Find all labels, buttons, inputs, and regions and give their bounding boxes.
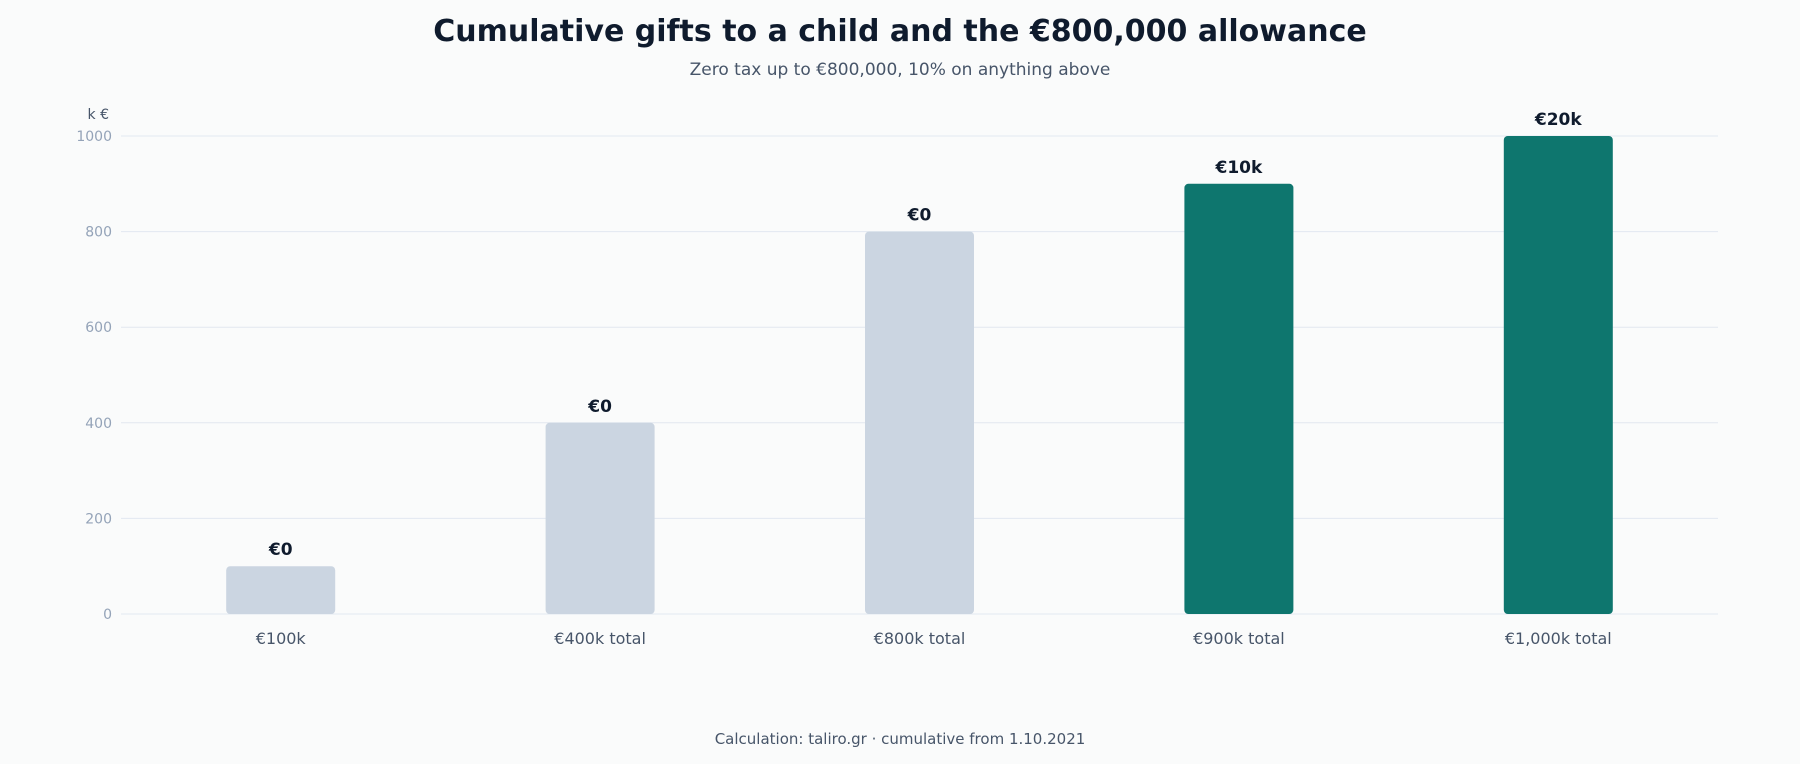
bar <box>545 422 655 614</box>
x-tick-label: €400k total <box>554 629 646 648</box>
y-tick-label: 0 <box>103 607 112 623</box>
data-label: €10k <box>1215 158 1263 178</box>
footer-note: Calculation: taliro.gr · cumulative from… <box>714 730 1086 748</box>
chart-title: Cumulative gifts to a child and the €800… <box>433 14 1367 49</box>
data-label: €20k <box>1534 110 1582 130</box>
data-label: €0 <box>268 540 293 560</box>
y-tick-label: 400 <box>85 416 112 432</box>
bar <box>226 566 336 614</box>
bar <box>1184 183 1294 615</box>
data-label: €0 <box>587 397 612 417</box>
bars <box>226 136 1613 615</box>
x-tick-label: €100k <box>256 629 307 648</box>
y-axis-ticks: 0 200 400 600 800 1000 <box>76 129 112 623</box>
y-tick-label: 1000 <box>76 129 112 145</box>
y-axis-unit-label: k € <box>88 107 109 123</box>
data-labels: €0 €0 €0 €10k €20k <box>268 110 1583 560</box>
x-tick-label: €900k total <box>1193 629 1285 648</box>
y-tick-label: 600 <box>85 320 112 336</box>
bar <box>865 231 974 614</box>
data-label: €0 <box>907 206 932 226</box>
x-axis-labels: €100k €400k total €800k total €900k total €1… <box>256 629 1612 648</box>
x-tick-label: €800k total <box>874 629 966 648</box>
bar <box>1503 136 1613 614</box>
y-tick-label: 800 <box>85 225 112 241</box>
y-tick-label: 200 <box>85 511 112 527</box>
chart-subtitle: Zero tax up to €800,000, 10% on anything… <box>689 60 1111 80</box>
x-tick-label: €1,000k total <box>1505 629 1612 648</box>
